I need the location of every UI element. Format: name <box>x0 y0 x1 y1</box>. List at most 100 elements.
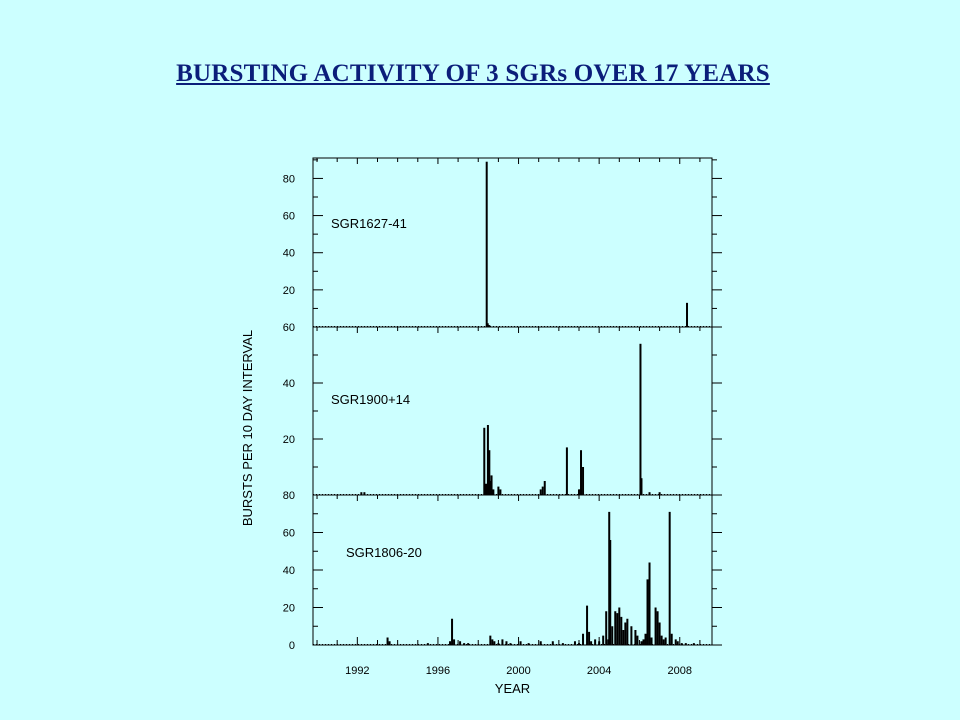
bar-sgr1806-20 <box>618 607 621 645</box>
panel-label-sgr1900+14: SGR1900+14 <box>331 392 410 407</box>
bar-sgr1900+14 <box>539 489 542 495</box>
y-tick-label: 20 <box>283 434 295 446</box>
bar-sgr1806-20 <box>664 637 667 645</box>
bar-sgr1806-20 <box>644 633 647 645</box>
bar-sgr1806-20 <box>493 641 496 645</box>
bar-sgr1806-20 <box>642 639 645 645</box>
bar-sgr1806-20 <box>501 639 504 645</box>
bar-sgr1806-20 <box>634 630 637 645</box>
panel-frame <box>312 494 713 646</box>
panel-frame <box>312 326 713 496</box>
bar-sgr1806-20 <box>607 639 610 645</box>
bar-sgr1900+14 <box>489 481 492 495</box>
y-tick-label: 0 <box>289 640 295 652</box>
bar-sgr1900+14 <box>565 447 568 495</box>
bar-sgr1806-20 <box>620 616 623 645</box>
bar-sgr1900+14 <box>582 467 585 495</box>
bar-sgr1806-20 <box>588 631 591 645</box>
bar-sgr1806-20 <box>616 613 619 645</box>
slide-title: BURSTING ACTIVITY OF 3 SGRs OVER 17 YEAR… <box>176 60 770 87</box>
x-axis-label: YEAR <box>495 681 530 696</box>
panel-label-sgr1627-41: SGR1627-41 <box>331 216 407 231</box>
x-tick-label: 2000 <box>506 665 530 677</box>
bar-sgr1806-20 <box>646 579 649 645</box>
bar-sgr1900+14 <box>497 486 500 495</box>
bar-sgr1900+14 <box>541 486 544 495</box>
y-tick-label: 40 <box>283 378 295 390</box>
bar-sgr1806-20 <box>578 643 580 645</box>
bar-sgr1806-20 <box>491 639 494 645</box>
bar-sgr1900+14 <box>499 489 502 495</box>
bar-sgr1806-20 <box>676 641 679 645</box>
bar-sgr1806-20 <box>636 635 639 645</box>
bar-sgr1806-20 <box>692 643 695 645</box>
bar-sgr1806-20 <box>640 641 643 645</box>
bar-sgr1806-20 <box>680 643 683 645</box>
bar-sgr1900+14 <box>640 478 643 495</box>
bar-sgr1900+14 <box>363 492 366 495</box>
bar-sgr1900+14 <box>490 475 493 495</box>
bar-sgr1806-20 <box>598 641 601 645</box>
bar-sgr1806-20 <box>467 643 470 645</box>
bar-sgr1806-20 <box>489 635 492 645</box>
x-tick-label: 1996 <box>426 665 450 677</box>
bar-sgr1806-20 <box>614 611 617 645</box>
bar-sgr1806-20 <box>497 643 500 645</box>
bar-sgr1806-20 <box>451 618 454 645</box>
bar-sgr1627-41 <box>686 302 689 327</box>
bar-sgr1806-20 <box>463 643 466 645</box>
x-tick-label: 2004 <box>587 665 611 677</box>
bar-sgr1806-20 <box>626 618 629 645</box>
bar-sgr1806-20 <box>656 611 659 645</box>
bar-sgr1627-41 <box>487 325 490 327</box>
y-tick-label: 20 <box>283 285 295 297</box>
bar-sgr1806-20 <box>662 639 665 645</box>
bar-sgr1806-20 <box>630 626 633 645</box>
y-tick-label: 80 <box>283 490 295 502</box>
bar-sgr1806-20 <box>561 643 564 645</box>
y-tick-label: 60 <box>283 528 295 540</box>
bar-sgr1806-20 <box>573 641 576 645</box>
bar-sgr1806-20 <box>668 511 671 645</box>
y-tick-label: 80 <box>283 173 295 185</box>
bar-sgr1900+14 <box>492 489 495 495</box>
bar-sgr1806-20 <box>609 540 612 645</box>
bar-sgr1806-20 <box>670 633 673 645</box>
chart-labels: 20 40 60 80 SGR1627-41 20 40 60 SGR1900+14 0 20 40 6… <box>240 173 692 696</box>
panel-sgr1806-20 <box>312 494 722 646</box>
bar-sgr1627-41 <box>488 325 491 327</box>
bar-sgr1806-20 <box>602 635 605 645</box>
bar-sgr1806-20 <box>608 511 611 645</box>
y-tick-label: 60 <box>283 211 295 223</box>
bar-sgr1806-20 <box>388 641 391 645</box>
bar-sgr1806-20 <box>459 641 462 645</box>
bar-sgr1900+14 <box>658 492 661 495</box>
bar-sgr1806-20 <box>660 635 663 645</box>
y-tick-label: 60 <box>283 322 295 334</box>
bar-sgr1806-20 <box>505 641 508 645</box>
y-axis-label: BURSTS PER 10 DAY INTERVAL <box>240 330 255 526</box>
panel-label-sgr1806-20: SGR1806-20 <box>346 545 422 560</box>
bar-sgr1806-20 <box>622 630 625 645</box>
bar-sgr1806-20 <box>594 639 597 645</box>
bar-sgr1900+14 <box>648 492 651 495</box>
bar-sgr1806-20 <box>650 637 653 645</box>
bar-sgr1806-20 <box>605 611 608 645</box>
bar-sgr1900+14 <box>639 343 642 495</box>
chart-marks <box>360 161 695 645</box>
bar-sgr1806-20 <box>453 639 456 645</box>
bar-sgr1806-20 <box>648 562 651 645</box>
bar-sgr1900+14 <box>360 492 363 495</box>
bar-sgr1900+14 <box>579 489 582 495</box>
bar-sgr1806-20 <box>674 639 677 645</box>
bar-sgr1900+14 <box>578 489 580 495</box>
bar-sgr1900+14 <box>580 450 583 495</box>
x-tick-label: 1992 <box>345 665 369 677</box>
bar-sgr1806-20 <box>582 633 585 645</box>
bar-sgr1806-20 <box>509 643 512 645</box>
bar-sgr1806-20 <box>551 641 554 645</box>
bar-sgr1806-20 <box>586 605 589 645</box>
bar-sgr1806-20 <box>624 622 627 645</box>
bar-sgr1900+14 <box>483 427 486 495</box>
